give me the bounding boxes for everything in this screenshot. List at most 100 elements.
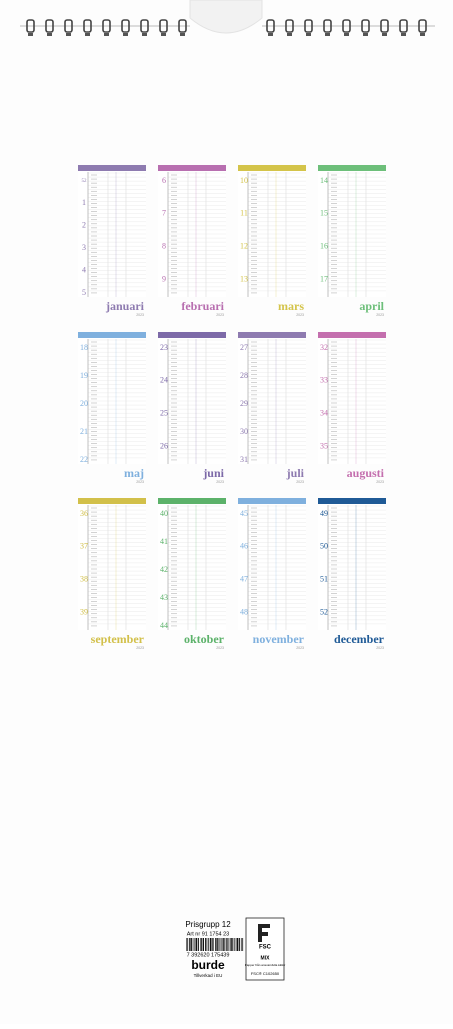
spiral-ring bbox=[102, 19, 111, 33]
month-year: 2023 bbox=[216, 480, 224, 484]
made-in: Tillverkad i EU bbox=[194, 973, 223, 978]
spiral-ring bbox=[178, 19, 187, 33]
spiral-hole bbox=[123, 33, 128, 36]
week-number: 1 bbox=[82, 198, 86, 207]
month-name: januari bbox=[105, 299, 145, 313]
spiral-hole bbox=[28, 33, 33, 36]
barcode-bar bbox=[186, 938, 187, 951]
week-number: 12 bbox=[240, 242, 248, 251]
week-number: 28 bbox=[240, 371, 248, 380]
barcode-bar bbox=[218, 938, 220, 951]
week-number: 7 bbox=[162, 209, 166, 218]
spiral-hole bbox=[325, 33, 330, 36]
week-number: 2 bbox=[82, 221, 86, 230]
week-number: 21 bbox=[80, 427, 88, 436]
week-number: 29 bbox=[240, 399, 248, 408]
month-year: 2023 bbox=[216, 646, 224, 650]
week-number: 36 bbox=[80, 509, 88, 518]
week-number: 44 bbox=[160, 621, 168, 630]
fsc-text: Papper från ansvarsfulla källor bbox=[245, 963, 286, 967]
month-year: 2023 bbox=[296, 480, 304, 484]
month-year: 2023 bbox=[216, 313, 224, 317]
barcode-bar bbox=[201, 938, 202, 951]
week-number: 5 bbox=[82, 288, 86, 297]
week-number: 17 bbox=[320, 274, 328, 283]
week-number: 27 bbox=[240, 343, 248, 352]
hanger-notch bbox=[189, 0, 263, 34]
barcode-bar bbox=[241, 938, 242, 951]
barcode-bar bbox=[195, 938, 198, 951]
spiral-ring bbox=[399, 19, 408, 33]
spiral-hole bbox=[306, 33, 311, 36]
barcode-bar bbox=[230, 938, 232, 951]
spiral-hole bbox=[420, 33, 425, 36]
spiral-hole bbox=[344, 33, 349, 36]
month-year: 2023 bbox=[376, 313, 384, 317]
spiral-hole bbox=[363, 33, 368, 36]
week-number: 10 bbox=[240, 176, 248, 185]
month-name: maj bbox=[124, 466, 144, 480]
week-number: 43 bbox=[160, 593, 168, 602]
spiral-hole bbox=[268, 33, 273, 36]
month-name: april bbox=[359, 299, 384, 313]
month-header-bar bbox=[158, 332, 226, 338]
week-number: 35 bbox=[320, 441, 328, 450]
week-number: 22 bbox=[80, 455, 88, 464]
month-header-bar bbox=[78, 332, 146, 338]
month-name: september bbox=[91, 632, 145, 646]
spiral-ring bbox=[342, 19, 351, 33]
barcode-bar bbox=[205, 938, 207, 951]
month-name: oktober bbox=[184, 632, 225, 646]
week-number: 31 bbox=[240, 455, 248, 464]
month-name: juli bbox=[286, 466, 305, 480]
spiral-hole bbox=[142, 33, 147, 36]
price-group: Prisgrupp 12 bbox=[185, 920, 231, 929]
month-name: mars bbox=[278, 299, 304, 313]
month-header-bar bbox=[238, 498, 306, 504]
month-name: juni bbox=[202, 466, 224, 480]
spiral-hole bbox=[401, 33, 406, 36]
week-number: 32 bbox=[320, 343, 328, 352]
week-number: 19 bbox=[80, 371, 88, 380]
week-number: 51 bbox=[320, 575, 328, 584]
barcode-bar bbox=[228, 938, 230, 951]
spiral-hole bbox=[287, 33, 292, 36]
spiral-hole bbox=[66, 33, 71, 36]
month-header-bar bbox=[318, 498, 386, 504]
week-number: 25 bbox=[160, 409, 168, 418]
fsc-code: FSC® C102650 bbox=[251, 971, 280, 976]
spiral-ring bbox=[285, 19, 294, 33]
barcode-bar bbox=[197, 938, 199, 951]
week-number: 34 bbox=[320, 409, 328, 418]
barcode-bar bbox=[225, 938, 227, 951]
fsc-logo: FSC bbox=[259, 945, 272, 951]
week-number: 45 bbox=[240, 509, 248, 518]
month-header-bar bbox=[158, 498, 226, 504]
month-year: 2023 bbox=[136, 480, 144, 484]
week-number: 14 bbox=[320, 176, 328, 185]
spiral-hole bbox=[180, 33, 185, 36]
month-header-bar bbox=[318, 165, 386, 171]
barcode-bar bbox=[189, 938, 191, 951]
week-number: 4 bbox=[82, 265, 86, 274]
barcode-number: 7 392620 175439 bbox=[187, 952, 230, 958]
week-number: 15 bbox=[320, 209, 328, 218]
barcode-bar bbox=[239, 938, 241, 951]
barcode-bar bbox=[216, 938, 218, 951]
week-number: 52 bbox=[82, 179, 88, 184]
week-number: 3 bbox=[82, 243, 86, 252]
barcode-bar bbox=[207, 938, 209, 951]
barcode-bar bbox=[235, 938, 237, 951]
fsc-tree-icon bbox=[258, 924, 270, 942]
spiral-hole bbox=[47, 33, 52, 36]
month-year: 2023 bbox=[136, 646, 144, 650]
barcode-bar bbox=[213, 938, 214, 951]
week-number: 16 bbox=[320, 242, 328, 251]
